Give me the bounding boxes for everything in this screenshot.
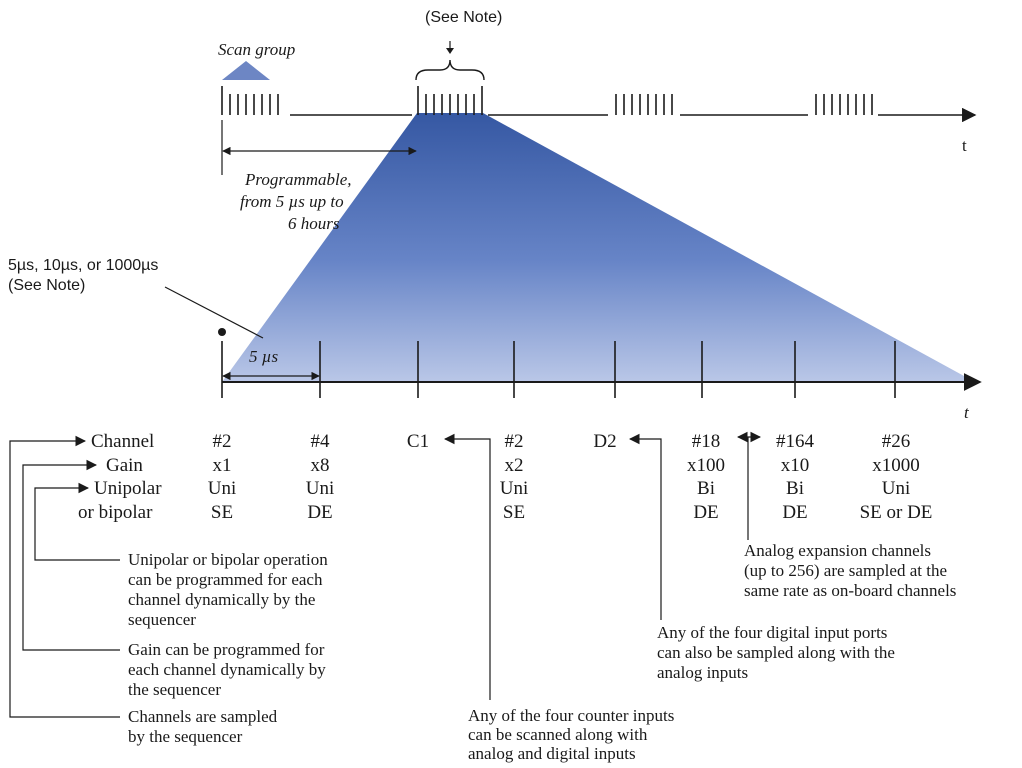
note-counter-line-1: Any of the four counter inputs <box>468 706 674 725</box>
col-2-gain: x8 <box>311 455 330 476</box>
top-timeline <box>221 41 977 175</box>
note-left-line-1: 5µs, 10µs, or 1000µs <box>8 257 158 274</box>
note-digital-line-2: can also be sampled along with the <box>657 643 895 662</box>
left-bracket-arrows <box>9 431 762 718</box>
col-7-polarity: Bi <box>786 478 804 499</box>
col-5-channel: D2 <box>593 431 616 452</box>
col-8-gain: x1000 <box>872 455 920 476</box>
col-6-polarity: Bi <box>697 478 715 499</box>
col-4-gain: x2 <box>505 455 524 476</box>
col-1-gain: x1 <box>213 455 232 476</box>
see-note-top: (See Note) <box>425 9 502 26</box>
col-2-polarity: Uni <box>306 478 335 499</box>
programmable-line-2: from 5 µs up to <box>240 192 344 211</box>
note-channels-line-1: Channels are sampled <box>128 707 278 726</box>
col-2-mode: DE <box>307 502 332 523</box>
col-1-channel: #2 <box>213 431 232 452</box>
scan-group-brace <box>415 59 485 81</box>
note-unipolar-line-2: can be programmed for each <box>128 570 323 589</box>
note-gain-line-2: each channel dynamically by <box>128 660 326 679</box>
scan-group-2 <box>417 86 483 115</box>
row-label-gain: Gain <box>106 455 143 476</box>
note-gain-line-1: Gain can be programmed for <box>128 640 325 659</box>
row-label-channel: Channel <box>91 431 154 452</box>
note-unipolar-line-4: sequencer <box>128 610 196 629</box>
note-pointer-line <box>164 286 264 339</box>
col-4-mode: SE <box>503 502 525 523</box>
col-1-polarity: Uni <box>208 478 237 499</box>
note-counter-line-2: can be scanned along with <box>468 725 648 744</box>
note-expansion-line-1: Analog expansion channels <box>744 541 931 560</box>
main-timeline <box>164 286 982 398</box>
row-label-unipolar: Unipolar <box>94 478 162 499</box>
scan-group-4 <box>815 94 873 115</box>
note-channels-line-2: by the sequencer <box>128 727 243 746</box>
scan-group-marker <box>222 61 270 80</box>
interval-label: 5 µs <box>249 347 279 366</box>
start-dot <box>218 328 226 336</box>
note-gain-line-3: the sequencer <box>128 680 221 699</box>
note-expansion-line-3: same rate as on-board channels <box>744 581 956 600</box>
col-3-channel: C1 <box>407 431 429 452</box>
programmable-line-3: 6 hours <box>288 214 340 233</box>
col-8-polarity: Uni <box>882 478 911 499</box>
note-expansion-line-2: (up to 256) are sampled at the <box>744 561 947 580</box>
col-7-gain: x10 <box>781 455 810 476</box>
col-1-mode: SE <box>211 502 233 523</box>
col-8-channel: #26 <box>882 431 911 452</box>
note-unipolar-line-1: Unipolar or bipolar operation <box>128 550 328 569</box>
scan-group-label: Scan group <box>218 40 295 59</box>
main-axis-t-label: t <box>964 403 970 422</box>
note-counter-line-3: analog and digital inputs <box>468 744 636 763</box>
note-digital-line-1: Any of the four digital input ports <box>657 623 887 642</box>
note-digital-line-3: analog inputs <box>657 663 748 682</box>
col-8-mode: SE or DE <box>860 502 933 523</box>
col-6-mode: DE <box>693 502 718 523</box>
note-unipolar-line-3: channel dynamically by the <box>128 590 315 609</box>
col-6-channel: #18 <box>692 431 721 452</box>
scan-expansion-wedge <box>222 113 975 382</box>
col-4-channel: #2 <box>505 431 524 452</box>
row-label-or-bipolar: or bipolar <box>78 502 153 523</box>
col-6-gain: x100 <box>687 455 725 476</box>
note-left-line-2: (See Note) <box>8 277 85 294</box>
top-axis-t-label: t <box>962 136 967 155</box>
programmable-line-1: Programmable, <box>244 170 352 189</box>
col-2-channel: #4 <box>311 431 331 452</box>
scan-group-3 <box>615 94 673 115</box>
col-4-polarity: Uni <box>500 478 529 499</box>
col-7-channel: #164 <box>776 431 815 452</box>
scan-group-1 <box>221 86 279 115</box>
col-7-mode: DE <box>782 502 807 523</box>
